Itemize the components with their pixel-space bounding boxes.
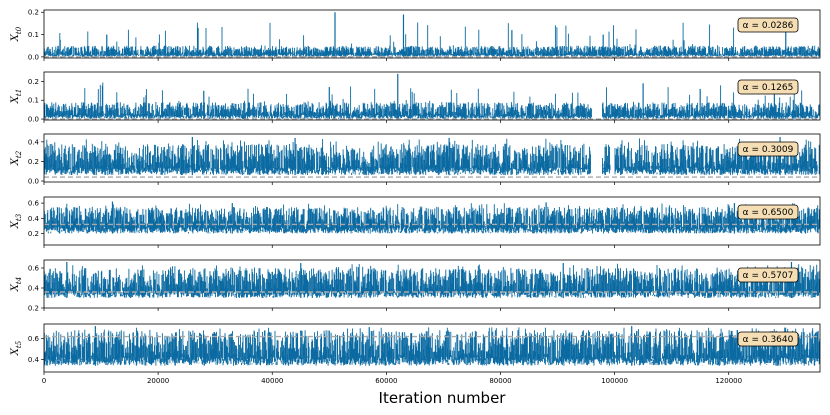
alpha-value: α = 0.3009 [743, 145, 794, 155]
y-tick-label: 0.2 [28, 158, 39, 166]
alpha-box [737, 79, 799, 95]
y-tick-label: 0.4 [28, 215, 40, 223]
y-axis-label: Xt1 [10, 89, 23, 104]
alpha-annotation: α = 0.3640 [737, 331, 799, 347]
y-axis-label: Xt2 [10, 150, 23, 166]
x-tick-label: 80000 [489, 377, 511, 385]
y-tick-label: 0.4 [28, 285, 40, 293]
alpha-annotation: α = 0.5707 [737, 267, 799, 283]
panel-frame [43, 71, 821, 121]
alpha-box [737, 17, 799, 33]
panel-frame [43, 196, 821, 246]
trace-series-4 [44, 263, 820, 298]
trace-series-5 [44, 327, 820, 366]
y-tick-label: 0.0 [28, 116, 39, 124]
y-tick-label: 0.2 [28, 305, 39, 313]
y-axis-label: Xt3 [10, 213, 23, 229]
x-axis-label: Iteration number [379, 389, 507, 407]
y-tick-label: 0.2 [28, 78, 39, 86]
alpha-box [737, 267, 799, 283]
x-tick-label: 40000 [261, 377, 283, 385]
alpha-value: α = 0.3640 [743, 335, 794, 345]
alpha-value: α = 0.6500 [743, 208, 794, 218]
alpha-annotation: α = 0.1265 [737, 79, 799, 95]
x-tick-label: 60000 [375, 377, 397, 385]
y-tick-label: 0.4 [28, 138, 40, 146]
alpha-box [737, 204, 799, 220]
alpha-value: α = 0.5707 [743, 271, 794, 281]
y-tick-label: 0.0 [28, 178, 39, 186]
alpha-value: α = 0.0286 [743, 21, 794, 31]
trace-panel-0: 0.0 0.1 0.2 Xt0 α = 0.0286 [10, 9, 821, 61]
y-tick-label: 0.0 [28, 53, 39, 61]
trace-series-0 [44, 22, 820, 57]
alpha-box [737, 141, 799, 157]
x-tick-label: 20000 [147, 377, 169, 385]
y-axis-label: Xt5 [10, 340, 23, 356]
trace-series-3 [44, 203, 820, 234]
y-tick-label: 0.2 [28, 9, 39, 17]
alpha-box [737, 331, 799, 347]
panel-frame [43, 9, 821, 59]
trace-series-1 [44, 82, 820, 120]
y-axis-label: Xt4 [10, 277, 23, 292]
y-tick-label: 0.6 [28, 200, 40, 208]
panel-frame [43, 259, 821, 309]
y-tick-label: 0.6 [28, 265, 40, 273]
trace-panel-2: 0.0 0.2 0.4 Xt2 α = 0.3009 [10, 133, 821, 186]
alpha-annotation: α = 0.6500 [737, 204, 799, 220]
y-axis-label: Xt0 [10, 26, 23, 42]
panel-frame [43, 133, 821, 183]
trace-panel-4: 0.2 0.4 0.6 Xt4 α = 0.5707 [10, 259, 821, 313]
trace-series-2 [44, 138, 820, 176]
y-tick-label: 0.1 [28, 31, 39, 39]
panel-frame [43, 323, 821, 373]
y-tick-label: 0.4 [28, 356, 40, 364]
x-tick-label: 100000 [601, 377, 628, 385]
y-tick-label: 0.6 [28, 335, 40, 343]
y-tick-label: 0.2 [28, 230, 39, 238]
x-tick-label: 0 [42, 377, 46, 385]
trace-panel-3: 0.2 0.4 0.6 Xt3 α = 0.6500 [10, 196, 821, 248]
trace-panel-1: 0.0 0.1 0.2 Xt1 α = 0.1265 [10, 71, 821, 124]
alpha-annotation: α = 0.3009 [737, 141, 799, 157]
alpha-value: α = 0.1265 [743, 83, 794, 93]
x-tick-label: 120000 [715, 377, 742, 385]
y-tick-label: 0.1 [28, 97, 39, 105]
trace-panel-5: 0.4 0.6 Xt5 α = 0.3640 0 20000 40000 60000 80000… [10, 323, 821, 385]
alpha-annotation: α = 0.0286 [737, 17, 799, 33]
